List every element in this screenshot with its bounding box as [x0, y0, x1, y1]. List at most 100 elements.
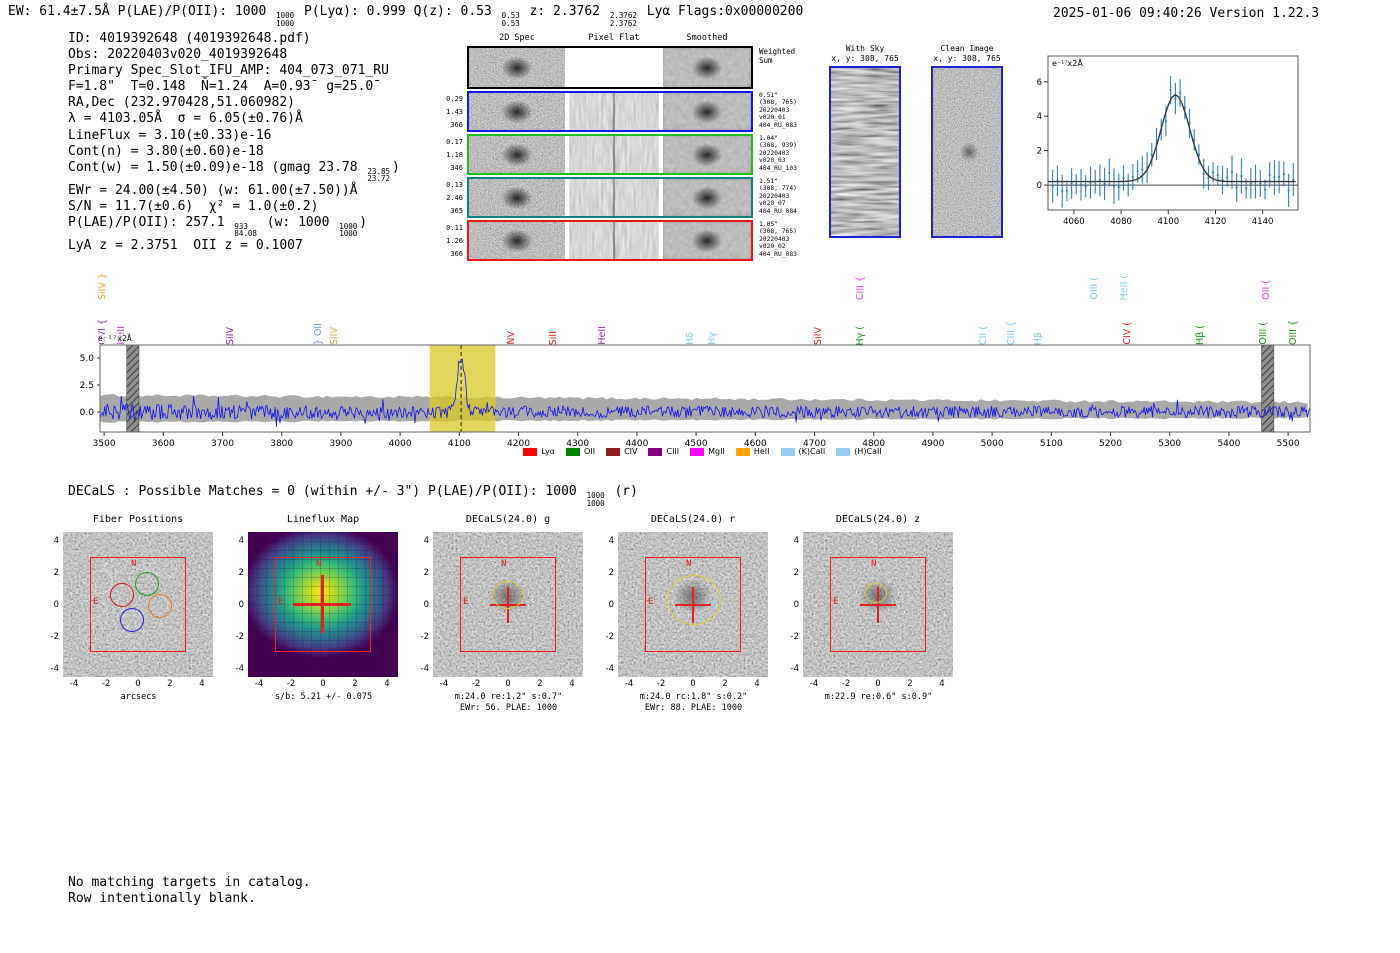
axis-tick-label: 2	[793, 567, 799, 578]
fiber-info: 1.05" (308, 765) 20220403 v020_02 404_RU_083	[759, 221, 797, 258]
noise-rect	[569, 222, 659, 259]
fraction-upper: 1000	[339, 221, 358, 231]
fraction-upper: 2.3762	[609, 11, 637, 20]
fiber-info-line: v020_02	[759, 243, 786, 251]
emission-line-label: SiIV	[224, 327, 236, 345]
spec2d-section: 2D Spec Pixel Flat Smoothed Weighted Sum 0.29…	[443, 33, 803, 268]
clean-source-blob	[959, 142, 979, 162]
legend-item: Lyα	[523, 447, 555, 456]
axis-tick-label: 0	[505, 679, 511, 689]
legend-swatch	[836, 447, 851, 456]
legend-item: (H)CaII	[836, 447, 882, 456]
legend-label: Lyα	[541, 447, 556, 456]
line-fit-chart: 4060 4080 4100 4120 4140 0 2 4 6 e⁻¹⁷x2Å	[1030, 50, 1305, 232]
emission-blob	[501, 100, 533, 124]
decals-matches-text: DECaLS : Possible Matches = 0 (within +/…	[68, 484, 638, 508]
data-point	[1207, 176, 1210, 179]
panel-caption: EWr: 56. PLAE: 1000	[459, 703, 558, 713]
axis-tick-label: -4	[235, 663, 244, 674]
axis-tick-label: -4	[69, 679, 79, 689]
axis-tick-label: -4	[809, 679, 819, 689]
fiber-circle	[103, 550, 127, 574]
spec2d-row-strip	[467, 220, 753, 261]
info-line: P(LAE)/P(OII): 257.1 933 84.08 (w: 1000 1…	[68, 214, 368, 239]
data-point	[1150, 153, 1153, 156]
legend-item: CIV	[606, 447, 637, 456]
legend-label: (H)CaII	[854, 447, 882, 456]
masked-region	[1261, 344, 1275, 433]
data-point	[1164, 120, 1167, 123]
info-line: Obs: 20220403v020_4019392648	[68, 47, 288, 63]
legend-swatch	[780, 447, 795, 456]
data-point	[1122, 176, 1125, 179]
fiber-circle	[82, 594, 106, 618]
data-point	[1117, 186, 1120, 189]
crosshair-horizontal	[293, 603, 351, 606]
footer-line: No matching targets in catalog.	[68, 875, 311, 890]
data-point	[1174, 97, 1177, 100]
x-tick-label: 4200	[507, 439, 530, 449]
fiber-info-line: 404_RU_103	[759, 164, 797, 172]
axis-tick-label: 0	[53, 599, 59, 610]
fiber-circle-selected	[148, 594, 172, 618]
panel-title: DECaLS(24.0) r	[650, 514, 736, 525]
axis-tick-label: 4	[608, 535, 614, 546]
fiber-weight-value: 0.17	[446, 138, 463, 146]
data-point	[1084, 185, 1087, 188]
stacked-fraction: 1000 1000	[587, 492, 605, 507]
legend-swatch	[523, 447, 538, 456]
emission-line-label: Hδ	[685, 332, 697, 345]
spec-image	[469, 222, 565, 259]
emission-line-label: Hγ (	[855, 325, 867, 346]
panel-cutout-3: DECaLS(24.0) g 4 2 0 -2 -4 N E -4 -2 0 2 4 m:24.0 re:…	[410, 512, 600, 722]
compass-north-label: N	[686, 559, 692, 569]
zoom-y-axis-label: e⁻¹⁷x2Å	[1052, 57, 1083, 68]
y-tick-label: 4	[1037, 112, 1042, 122]
panel-cutout-5: DECaLS(24.0) z 4 2 0 -2 -4 N E -4 -2 0 2 4 m:22.9 re:…	[780, 512, 970, 722]
panel-caption: m:24.0 re:1.2" s:0.7"	[454, 692, 563, 702]
x-tick-label: 4000	[389, 439, 412, 449]
x-tick-label: 4080	[1110, 217, 1132, 227]
flat-image	[569, 222, 659, 259]
compass-east-label: E	[833, 597, 839, 607]
line-fit-svg: 4060 4080 4100 4120 4140 0 2 4 6 e⁻¹⁷x2Å	[1037, 55, 1299, 227]
spectrum-y-axis-label: e⁻¹⁷x2Å	[98, 334, 132, 343]
fiber-weight-value: 366	[450, 250, 463, 258]
axis-tick-label: -2	[841, 679, 851, 689]
x-tick-label: 4700	[803, 439, 826, 449]
fiber-circle	[159, 614, 183, 638]
data-point	[1212, 171, 1215, 174]
axis-tick-label: 2	[537, 679, 543, 689]
emission-line-label: Hβ	[1033, 331, 1045, 345]
x-tick-label: 5200	[1099, 439, 1122, 449]
fiber-circle	[79, 618, 103, 642]
axis-tick-label: -2	[790, 631, 799, 642]
plot-frame	[1047, 55, 1299, 211]
with-sky-coords: x, y: 308, 765	[831, 54, 899, 63]
fiber-info-line: 20220403	[759, 235, 790, 243]
legend-label: CIII	[666, 447, 680, 456]
fiber-info: 0.51" (308, 765) 20220403 v020_01 404_RU_083	[759, 92, 797, 129]
clean-image-coords: x, y: 308, 765	[933, 54, 1001, 63]
spec2d-column-header: Smoothed	[686, 33, 728, 43]
emission-line-label: OIII {	[1288, 320, 1300, 345]
legend-item: (K)CaII	[780, 447, 825, 456]
emission-blob	[691, 186, 723, 210]
axis-tick-label: 2	[238, 567, 244, 578]
flat-image	[569, 179, 659, 216]
x-tick-label: 5500	[1277, 439, 1300, 449]
x-tick-label: 5100	[1040, 439, 1063, 449]
data-point	[1136, 170, 1139, 173]
extraction-box	[275, 557, 371, 652]
emission-line-label: } OII	[313, 322, 325, 345]
full-spectrum-svg: 3500 3600 3700 3800 3900 4000 4100 4200 4300 4400…	[80, 344, 1311, 449]
info-line: RA,Dec (232.970428,51.060982)	[68, 95, 295, 111]
y-tick-label: 5.0	[80, 354, 95, 364]
x-tick-label: 3600	[152, 439, 175, 449]
flat-image	[569, 136, 659, 173]
spec2d-column-header: 2D Spec	[499, 33, 535, 43]
noise-rect	[569, 179, 659, 216]
axis-tick-label: -2	[471, 679, 481, 689]
